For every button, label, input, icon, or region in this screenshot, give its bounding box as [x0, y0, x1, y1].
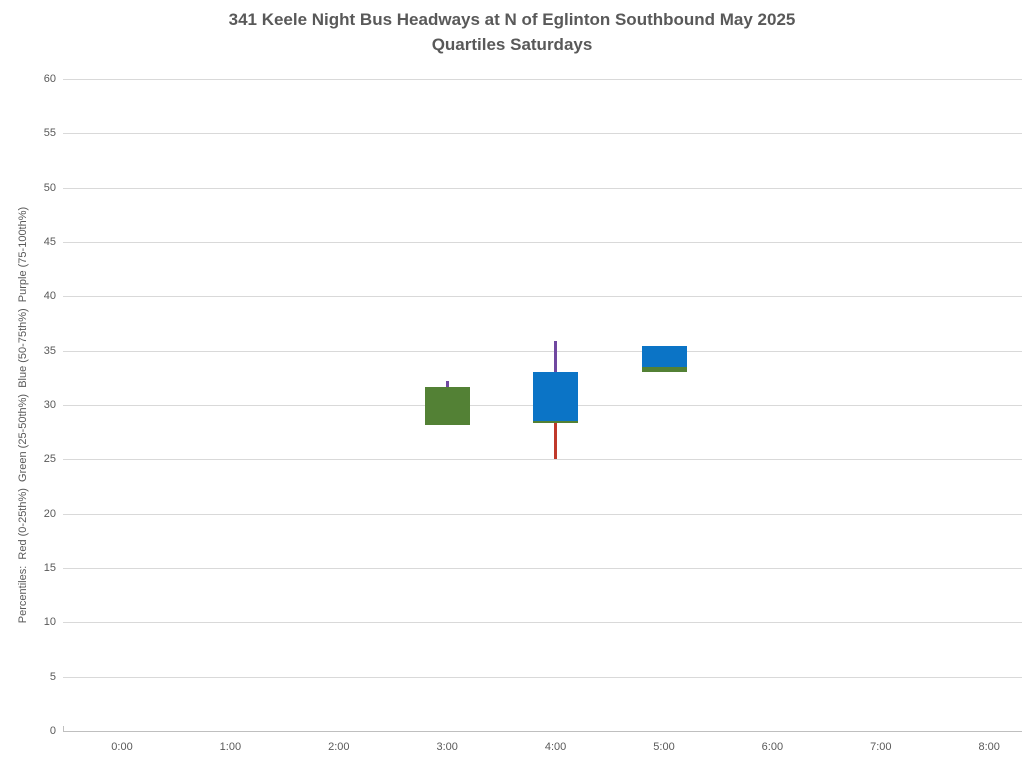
- wick-purple-75-100th: [445, 381, 449, 387]
- y-tick-label: 40: [43, 290, 56, 303]
- x-axis-line: [63, 731, 1022, 732]
- y-tick-label: 0: [49, 725, 56, 737]
- gridline: [63, 676, 1022, 678]
- box-green-25-50th: [424, 386, 470, 425]
- x-tick-label: 4:00: [544, 741, 567, 753]
- gridline: [63, 622, 1022, 624]
- chart-title-line2: Quartiles Saturdays: [431, 34, 593, 54]
- y-tick-label: 20: [43, 507, 56, 520]
- gridline: [63, 242, 1022, 243]
- y-tick-label: 5: [49, 670, 56, 683]
- y-tick-label: 60: [43, 73, 56, 85]
- x-tick-label: 3:00: [436, 741, 458, 753]
- gridline: [63, 79, 1022, 80]
- y-tick-label: 15: [43, 562, 56, 574]
- x-tick-label: 0:00: [111, 741, 133, 753]
- x-tick-label: 5:00: [653, 741, 675, 753]
- chart-title: 341 Keele Night Bus Headways at N of Egl…: [0, 8, 1024, 57]
- x-tick-label: 6:00: [761, 741, 784, 753]
- x-tick-label: 8:00: [978, 741, 1000, 753]
- gridline: [63, 133, 1022, 135]
- chart-title-line1: 341 Keele Night Bus Headways at N of Egl…: [228, 10, 796, 29]
- gridline: [63, 187, 1022, 189]
- y-tick-label: 25: [43, 453, 56, 466]
- y-tick-label: 35: [43, 344, 56, 357]
- y-tick-label: 50: [43, 181, 56, 194]
- y-tick-label: 30: [43, 399, 56, 411]
- box-blue-50-75th: [641, 346, 687, 367]
- gridline: [63, 296, 1022, 298]
- box-green-25-50th: [533, 421, 579, 424]
- y-tick-label: 55: [43, 127, 56, 140]
- x-tick-label: 7:00: [870, 741, 892, 753]
- box-blue-50-75th: [533, 372, 579, 422]
- x-tick-label: 1:00: [219, 741, 242, 753]
- gridline: [63, 568, 1022, 569]
- wick-purple-75-100th: [554, 340, 558, 373]
- y-axis-title: Percentiles: Red (0-25th%) Green (25-50t…: [17, 206, 29, 624]
- box-green-25-50th: [641, 366, 687, 373]
- y-tick-label: 45: [43, 236, 56, 248]
- gridline: [63, 350, 1022, 352]
- y-tick-label: 10: [43, 616, 56, 629]
- x-tick-label: 2:00: [328, 741, 350, 753]
- gridline: [63, 459, 1022, 461]
- gridline: [63, 513, 1022, 515]
- x-axis-tick: [63, 726, 64, 732]
- wick-red-0-25th: [554, 423, 558, 460]
